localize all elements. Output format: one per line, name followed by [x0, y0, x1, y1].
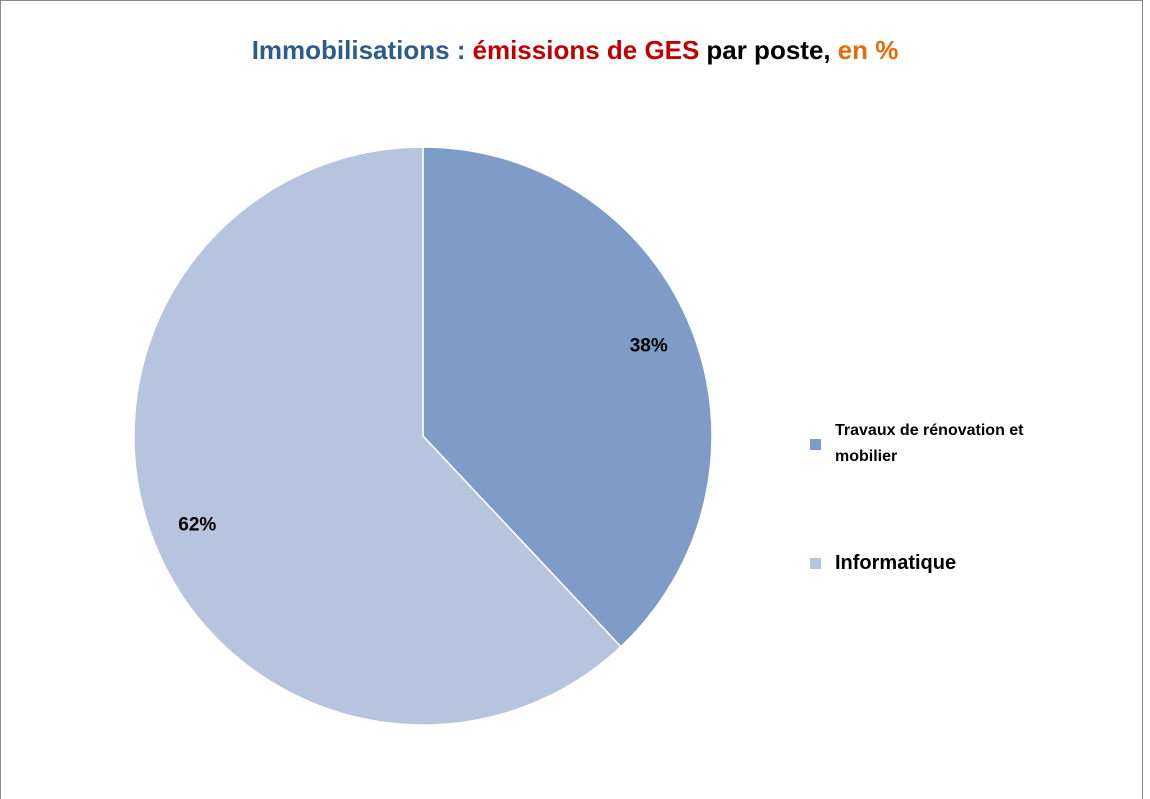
title-part: Immobilisations :: [252, 35, 466, 65]
legend-swatch: [810, 438, 821, 450]
legend-label: Informatique: [835, 552, 957, 574]
pie-slice: [133, 146, 622, 726]
legend-swatch: [810, 557, 821, 569]
chart-title: Immobilisations : émissions de GES par pos…: [252, 35, 899, 65]
data-label: 62%: [178, 514, 216, 535]
title-part: émissions de GES: [473, 35, 700, 65]
title-part: par poste,: [706, 35, 830, 65]
pie-slice: [422, 146, 713, 648]
legend-item: Travaux de rénovation et mobilier: [810, 418, 1025, 470]
title-part: en %: [838, 35, 899, 65]
data-label: 38%: [630, 336, 668, 357]
legend-label: Travaux de rénovation et mobilier: [835, 422, 1024, 465]
legend-item: Informatique: [810, 550, 1025, 576]
